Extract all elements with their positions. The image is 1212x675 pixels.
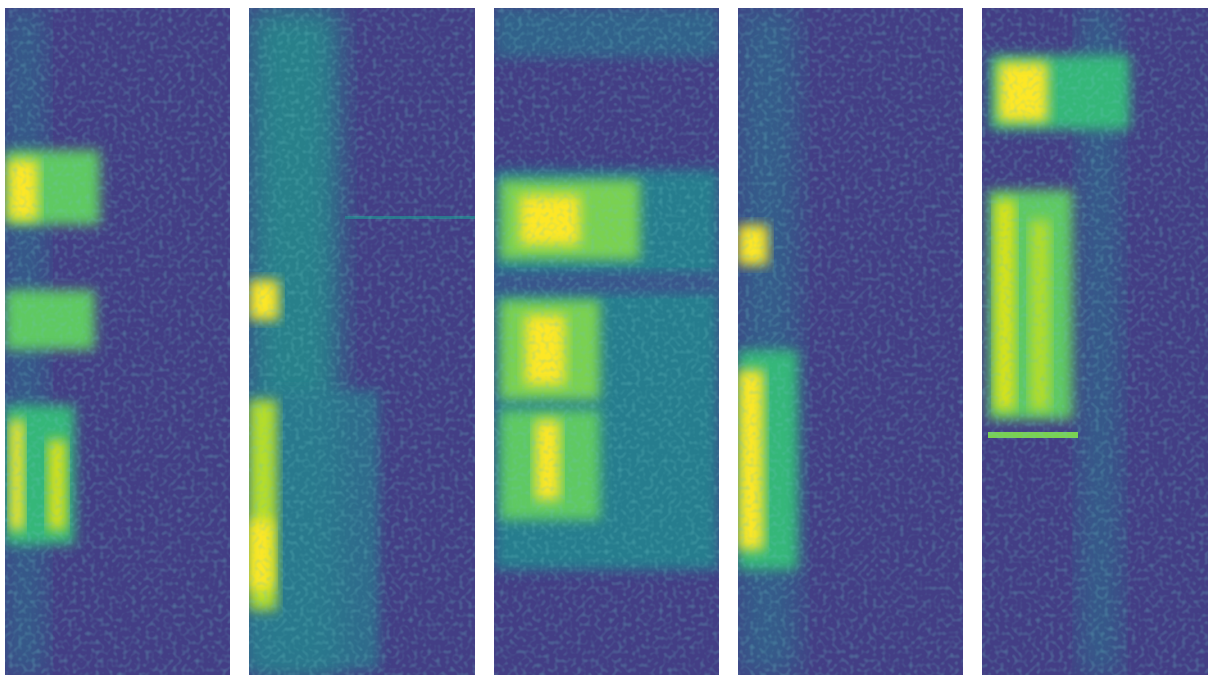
noise (0, 0, 1212, 675)
spectrogram-grid (0, 0, 1212, 675)
page: (() => { const data = JSON.parse(documen… (0, 0, 1212, 675)
